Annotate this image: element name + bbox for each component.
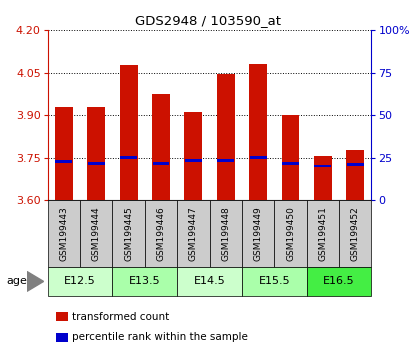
Bar	[210, 200, 242, 267]
Text: E14.5: E14.5	[194, 276, 225, 286]
Bar	[112, 267, 177, 296]
Bar	[185, 159, 202, 162]
Bar	[282, 162, 299, 165]
Bar	[56, 160, 72, 163]
Text: GSM199446: GSM199446	[156, 206, 166, 261]
Text: E13.5: E13.5	[129, 276, 161, 286]
Bar	[242, 200, 274, 267]
Bar	[217, 159, 234, 162]
Bar	[152, 94, 170, 200]
Text: GSM199449: GSM199449	[254, 206, 263, 261]
Text: GDS2948 / 103590_at: GDS2948 / 103590_at	[134, 14, 281, 27]
Bar	[250, 156, 266, 159]
Bar	[177, 200, 210, 267]
Bar	[88, 162, 105, 165]
Bar	[120, 156, 137, 159]
Text: GSM199443: GSM199443	[59, 206, 68, 261]
Text: percentile rank within the sample: percentile rank within the sample	[72, 332, 248, 342]
Bar	[112, 200, 145, 267]
Text: GSM199444: GSM199444	[92, 206, 101, 261]
Text: E12.5: E12.5	[64, 276, 96, 286]
Text: transformed count: transformed count	[72, 312, 169, 322]
Bar	[282, 115, 299, 200]
Bar	[347, 163, 364, 166]
Bar	[242, 267, 307, 296]
Bar	[153, 162, 169, 165]
Bar	[120, 65, 137, 200]
Bar	[274, 200, 307, 267]
Text: E15.5: E15.5	[259, 276, 290, 286]
Bar	[307, 200, 339, 267]
Bar	[314, 156, 332, 200]
Text: GSM199452: GSM199452	[351, 206, 360, 261]
Bar	[88, 107, 105, 200]
Bar	[177, 267, 242, 296]
Bar	[80, 200, 112, 267]
Text: age: age	[6, 276, 27, 286]
Polygon shape	[27, 272, 44, 291]
Bar	[249, 64, 267, 200]
Text: GSM199451: GSM199451	[318, 206, 327, 261]
Bar	[145, 200, 177, 267]
Bar	[185, 112, 202, 200]
Bar	[48, 267, 112, 296]
Bar	[347, 150, 364, 200]
Text: GSM199450: GSM199450	[286, 206, 295, 261]
Bar	[48, 200, 80, 267]
Text: GSM199447: GSM199447	[189, 206, 198, 261]
Bar	[217, 74, 234, 200]
Bar	[307, 267, 371, 296]
Text: GSM199445: GSM199445	[124, 206, 133, 261]
Text: GSM199448: GSM199448	[221, 206, 230, 261]
Bar	[55, 107, 73, 200]
Bar	[315, 165, 331, 167]
Bar	[339, 200, 371, 267]
Text: E16.5: E16.5	[323, 276, 355, 286]
